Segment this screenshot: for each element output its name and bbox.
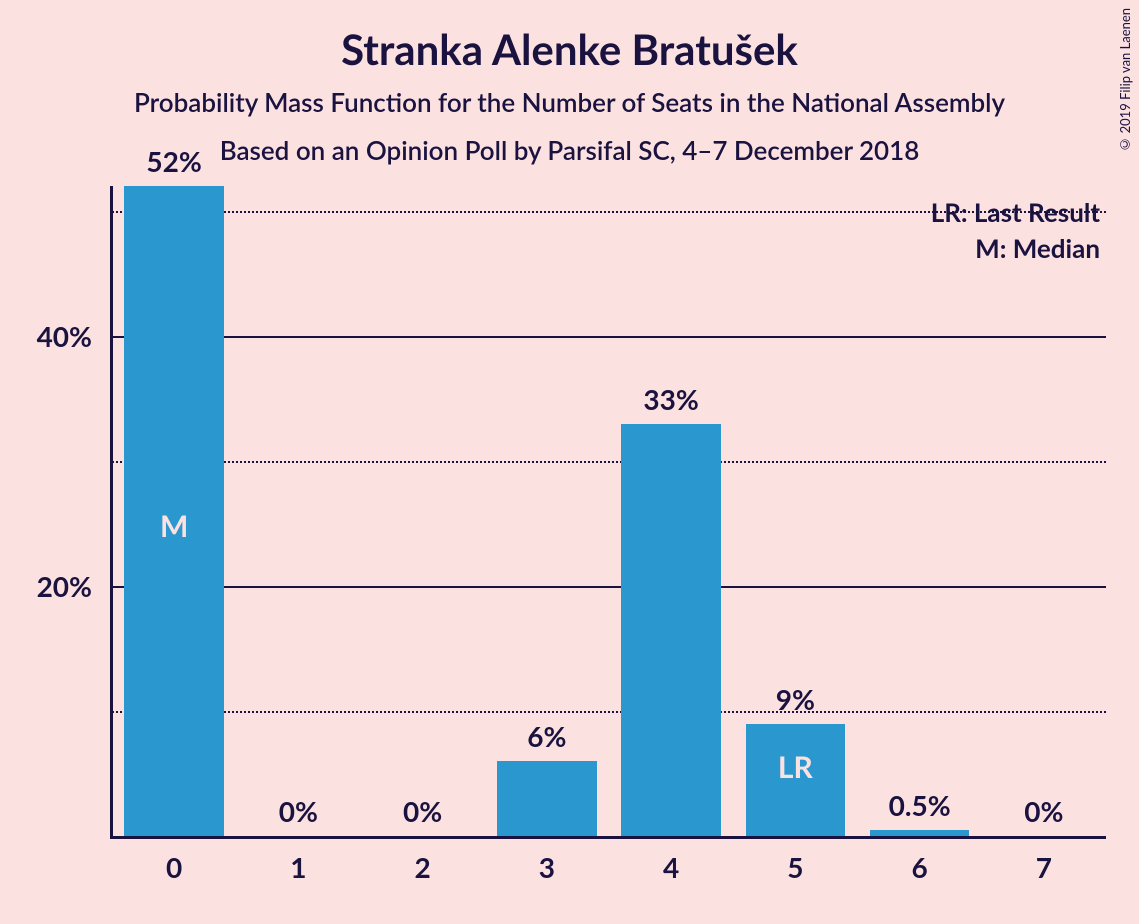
gridline-major — [112, 336, 1106, 338]
bar-marker: M — [124, 508, 223, 544]
bar-marker: LR — [746, 749, 845, 785]
plot-area: 52%M0%0%6%33%9%LR0.5%0%LR: Last ResultM:… — [112, 186, 1106, 836]
bar-value-label: 52% — [112, 144, 236, 178]
bar-value-label: 0% — [236, 794, 360, 828]
copyright-text: © 2019 Filip van Laenen — [1117, 8, 1133, 153]
bar — [497, 761, 596, 836]
x-tick-label: 7 — [982, 850, 1106, 884]
bar-value-label: 0% — [982, 794, 1106, 828]
x-tick-label: 3 — [485, 850, 609, 884]
chart-subtitle-1: Probability Mass Function for the Number… — [0, 86, 1139, 118]
bar-value-label: 9% — [733, 682, 857, 716]
y-tick-label: 40% — [0, 319, 92, 353]
bar — [621, 424, 720, 837]
legend-entry: LR: Last Result — [931, 196, 1100, 228]
bar-value-label: 33% — [609, 382, 733, 416]
gridline-minor — [112, 461, 1106, 463]
y-axis-line — [110, 186, 113, 839]
x-tick-label: 2 — [361, 850, 485, 884]
bar — [870, 830, 969, 836]
x-tick-label: 0 — [112, 850, 236, 884]
bar-value-label: 0% — [361, 794, 485, 828]
gridline-major — [112, 586, 1106, 588]
bar-value-label: 0.5% — [858, 788, 982, 822]
gridline-minor — [112, 711, 1106, 713]
x-tick-label: 6 — [858, 850, 982, 884]
x-tick-label: 4 — [609, 850, 733, 884]
bar-value-label: 6% — [485, 719, 609, 753]
chart-title: Stranka Alenke Bratušek — [0, 24, 1139, 74]
x-tick-label: 5 — [733, 850, 857, 884]
legend-entry: M: Median — [975, 232, 1100, 264]
x-axis-line — [110, 836, 1106, 839]
x-tick-label: 1 — [236, 850, 360, 884]
y-tick-label: 20% — [0, 569, 92, 603]
chart-stage: Stranka Alenke Bratušek Probability Mass… — [0, 0, 1139, 924]
